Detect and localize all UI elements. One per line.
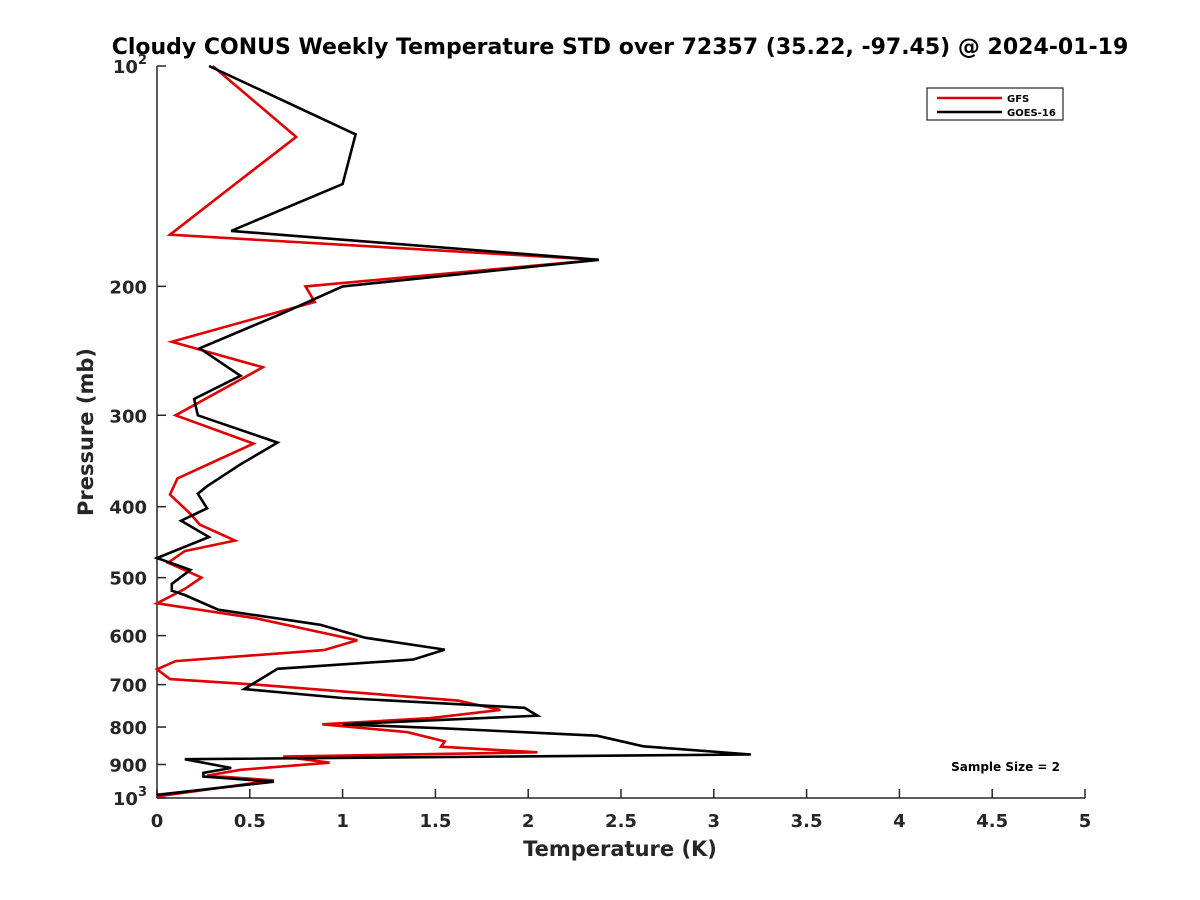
plot-area: 0 0.5 1 1.5 2 2.5 3 3.5 4 4.5 5 102200300400500600…	[109, 53, 1091, 832]
x-tick-label: 1.5	[419, 811, 451, 832]
x-axis-ticks: 0 0.5 1 1.5 2 2.5 3 3.5 4 4.5 5	[151, 789, 1092, 832]
chart-title: Cloudy CONUS Weekly Temperature STD over…	[112, 35, 1129, 60]
y-tick-label: 400	[109, 498, 147, 519]
legend-label: GFS	[1007, 94, 1029, 105]
y-tick-base: 10	[113, 789, 138, 810]
y-axis-label: Pressure (mb)	[74, 348, 98, 516]
y-tick-exponent: 3	[138, 785, 147, 800]
x-tick-label: 2	[522, 811, 535, 832]
y-tick-label: 103	[113, 785, 147, 810]
series-line-gfs	[152, 65, 599, 798]
y-tick-label: 700	[109, 676, 147, 697]
x-tick-label: 0.5	[234, 811, 266, 832]
series-lines	[152, 64, 751, 798]
x-tick-label: 4.5	[976, 811, 1008, 832]
y-tick-exponent: 2	[138, 53, 147, 68]
x-tick-label: 0	[151, 811, 164, 832]
legend-box	[926, 87, 1064, 121]
y-tick-base: 10	[113, 57, 138, 78]
legend: GFS GOES-16	[926, 87, 1064, 121]
series-line-goes-16	[153, 64, 751, 797]
y-tick-label: 600	[109, 627, 147, 648]
x-tick-label: 5	[1079, 811, 1092, 832]
y-tick-label: 200	[109, 277, 147, 298]
y-tick-label: 800	[109, 718, 147, 739]
y-tick-label: 500	[109, 569, 147, 590]
x-tick-label: 3.5	[791, 811, 823, 832]
x-axis-label: Temperature (K)	[523, 837, 717, 861]
x-tick-label: 1	[336, 811, 349, 832]
y-tick-label: 300	[109, 406, 147, 427]
legend-label: GOES-16	[1007, 108, 1056, 119]
sample-size-annotation: Sample Size = 2	[951, 760, 1060, 774]
x-tick-label: 4	[893, 811, 906, 832]
x-tick-label: 3	[708, 811, 721, 832]
y-tick-label: 102	[113, 53, 147, 78]
x-tick-label: 2.5	[605, 811, 637, 832]
y-tick-label: 900	[109, 756, 147, 777]
